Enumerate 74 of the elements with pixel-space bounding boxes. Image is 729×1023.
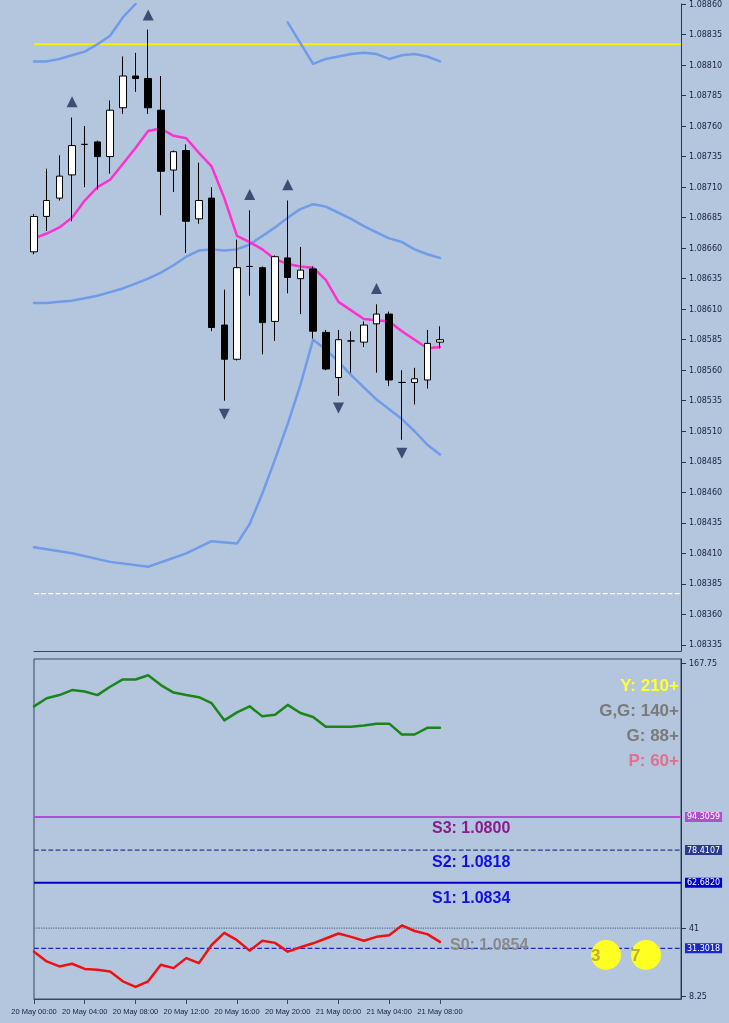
candlestick [297,246,304,315]
y-tick-label: 1.08410 [689,548,723,558]
y-tick-label: 167.75 [689,659,717,669]
y-tick-label: 1.08710 [689,182,723,192]
candlestick [347,330,355,374]
annotation: P: 60+ [628,751,680,770]
annotation: S1: 1.0834 [432,888,511,906]
candlestick [424,329,431,390]
candlestick [259,265,266,355]
candlestick [94,140,101,191]
annotation: G: 88+ [626,726,680,745]
candlestick [132,52,139,93]
y-tick-label: 1.08760 [689,121,723,131]
y-tick-label: 1.08785 [689,91,723,101]
annotation: 3 [591,945,601,965]
candlestick [373,303,380,374]
candlestick [411,367,418,405]
ref-line-label: 78.4107 [687,845,721,855]
annotation: Y: 210+ [620,676,680,695]
annotation: G,G: 140+ [599,701,680,720]
candlestick [144,29,152,115]
y-tick-label: 1.08835 [689,30,723,40]
candlestick [322,329,330,371]
y-tick-label: 1.08360 [689,609,723,619]
y-tick-label: 1.08735 [689,152,723,162]
y-tick-label: 1.08585 [689,335,723,345]
line-series [32,674,442,736]
candlestick [208,186,215,332]
candlestick [182,143,190,254]
y-tick-label: 1.08335 [689,640,723,650]
candlestick [157,75,165,216]
y-tick-label: 1.08560 [689,365,723,375]
candlestick [398,369,406,441]
y-tick-label: 1.08485 [689,457,723,467]
candlestick [246,209,253,297]
candlestick [436,325,444,349]
annotation: S3: 1.0800 [432,818,511,836]
candlestick [30,213,38,255]
ref-line-label: 94.3059 [687,812,721,822]
y-tick-label: 1.08685 [689,213,723,223]
y-tick-label: 1.08660 [689,243,723,253]
y-tick-label: 1.08435 [689,518,723,528]
ref-line-label: 31.3018 [687,943,721,953]
y-tick-label: 1.08635 [689,274,723,284]
annotation: 7 [631,945,641,965]
candlestick [385,311,393,387]
annotation: S2: 1.0818 [432,852,511,870]
candlestick [309,265,317,339]
candlestick [271,254,279,342]
candlestick [56,154,63,202]
candlestick [195,162,203,225]
y-tick-label: 1.08385 [689,579,723,589]
candlestick [81,125,88,188]
candlestick [233,239,241,361]
y-tick-label: 1.08535 [689,396,723,406]
candlestick [170,149,177,193]
candlestick [68,117,76,222]
y-tick-label: 1.08460 [689,487,723,497]
candlestick [284,200,291,294]
candlestick [221,289,228,402]
candlestick [43,168,50,232]
y-tick-label: 1.08610 [689,304,723,314]
candlestick [119,55,127,115]
candlestick [106,99,114,175]
candlestick [335,329,342,397]
y-tick-label: 41 [689,923,700,933]
ref-line-label: 62.6820 [687,878,721,888]
line-series [32,202,442,305]
line-series [32,924,442,989]
y-tick-label: 1.08510 [689,426,723,436]
y-tick-label: 1.08860 [689,0,723,9]
y-tick-label: 1.08810 [689,60,723,70]
candlestick [360,320,368,348]
y-tick-label: 8.25 [689,991,707,1001]
